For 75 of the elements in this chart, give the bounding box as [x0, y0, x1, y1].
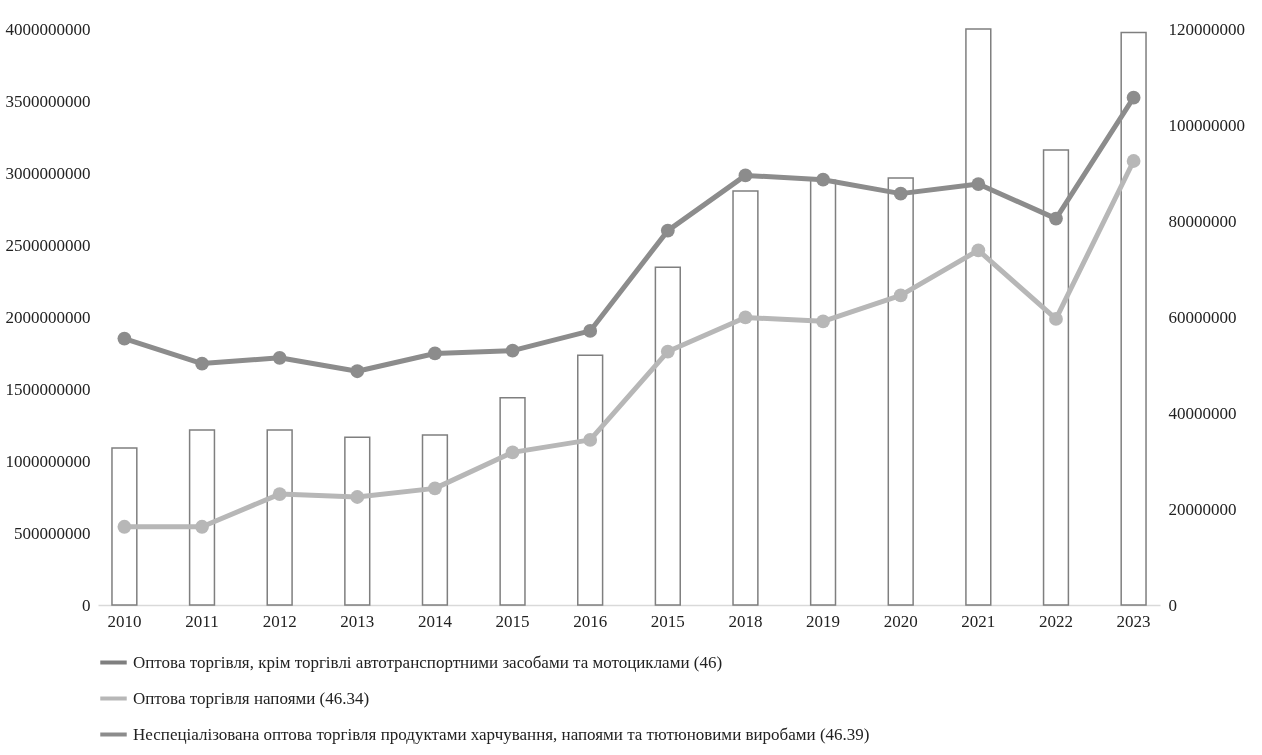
point: [117, 331, 132, 346]
y2-tick-label: 80000000: [1168, 211, 1237, 231]
y-tick-label: 4000000000: [5, 19, 91, 39]
legend-label: Неспеціалізована оптова торгівля продуктами харчування, напоями та тютюновими виробами (46.39): [133, 724, 870, 744]
point: [505, 445, 520, 460]
y-tick-label: 3500000000: [5, 91, 91, 111]
point: [350, 364, 365, 379]
bar: [809, 179, 837, 606]
point: [738, 310, 753, 325]
x-tick-label: 2013: [340, 611, 375, 631]
x-tick-label: 2012: [262, 611, 297, 631]
x-tick-label: 2018: [728, 611, 763, 631]
bar: [577, 354, 604, 606]
x-tick-label: 2016: [573, 611, 608, 631]
point: [893, 186, 908, 201]
point: [816, 172, 830, 187]
x-tick-label: 2014: [417, 611, 453, 631]
point: [195, 356, 209, 371]
bar: [1120, 31, 1147, 606]
legend-label: Оптова торгівля, крім торгівлі автотранспортними засобами та мотоциклами (46): [133, 652, 723, 672]
point: [428, 481, 442, 496]
point: [1126, 154, 1141, 168]
point: [738, 168, 753, 183]
point: [660, 344, 675, 359]
legend-label: Оптова торгівля напоями (46.34): [133, 688, 370, 708]
y2-tick-label: 40000000: [1168, 403, 1237, 423]
y-tick-label: 2000000000: [5, 307, 91, 327]
bar: [654, 266, 681, 606]
bar: [1042, 149, 1070, 606]
point: [583, 433, 598, 447]
point: [583, 324, 598, 338]
point: [505, 343, 520, 358]
y2-tick-label: 100000000: [1168, 115, 1245, 135]
x-tick-label: 2015: [495, 611, 530, 631]
x-tick-label: 2022: [1038, 611, 1073, 631]
x-tick-label: 2011: [185, 611, 219, 631]
y-tick-label: 1500000000: [5, 379, 91, 399]
x-tick-label: 2021: [961, 611, 996, 631]
x-tick-label: 2019: [806, 611, 841, 631]
y2-tick-label: 20000000: [1168, 499, 1237, 519]
point: [816, 314, 830, 329]
y-tick-label: 1000000000: [5, 451, 91, 471]
y-tick-label: 0: [82, 595, 91, 615]
y-tick-label: 2500000000: [5, 235, 91, 255]
point: [893, 288, 908, 303]
bar: [111, 447, 138, 606]
x-tick-label: 2015: [650, 611, 685, 631]
point: [1126, 90, 1141, 105]
point: [350, 490, 365, 504]
bar: [421, 434, 449, 606]
bar: [732, 190, 759, 606]
bar: [344, 436, 371, 606]
point: [1049, 312, 1063, 326]
x-tick-label: 2020: [883, 611, 918, 631]
y2-tick-label: 0: [1168, 595, 1177, 615]
y-tick-label: 500000000: [14, 523, 91, 543]
bar: [965, 28, 992, 606]
y-tick-label: 3000000000: [5, 163, 91, 183]
point: [971, 243, 986, 258]
bar: [499, 396, 526, 606]
point: [272, 350, 287, 365]
x-tick-label: 2023: [1116, 611, 1151, 631]
y2-tick-label: 120000000: [1168, 19, 1245, 39]
point: [660, 223, 675, 238]
point: [428, 346, 442, 361]
point: [1049, 211, 1063, 226]
point: [272, 487, 287, 501]
point: [195, 519, 209, 534]
y2-tick-label: 60000000: [1168, 307, 1237, 327]
bar: [887, 177, 914, 606]
x-tick-label: 2010: [107, 611, 142, 631]
bar: [188, 429, 216, 606]
point: [117, 519, 132, 534]
point: [971, 177, 986, 191]
bar: [266, 429, 293, 606]
